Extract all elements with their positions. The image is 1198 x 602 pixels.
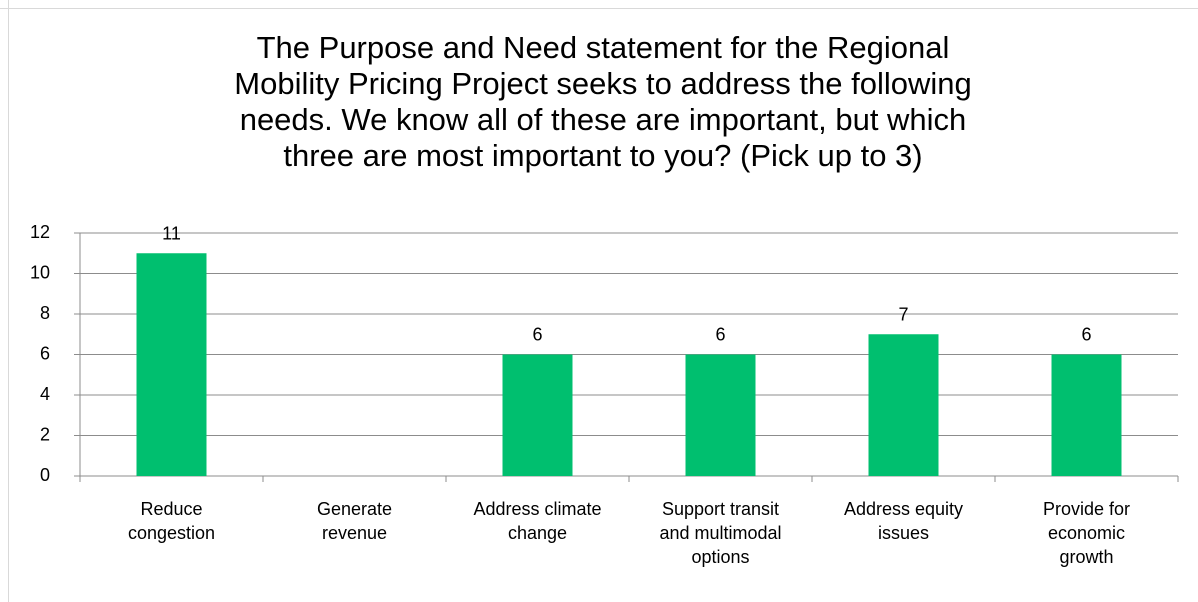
x-tick-label: Address equity issues: [844, 499, 963, 543]
data-label: 11: [162, 223, 181, 243]
data-label: 6: [1081, 325, 1091, 345]
y-tick-label: 12: [30, 222, 50, 242]
bar: [868, 334, 939, 476]
x-tick-label: Generate revenue: [317, 499, 392, 543]
bar: [1051, 354, 1122, 476]
y-tick-label: 10: [30, 262, 50, 282]
bar: [136, 253, 207, 476]
x-tick-label: Support transit and multimodal options: [659, 499, 781, 567]
x-tick-label: Reduce congestion: [128, 499, 215, 543]
y-tick-label: 6: [40, 343, 50, 363]
x-tick-label: Provide for economic growth: [1043, 499, 1130, 567]
bar: [502, 354, 573, 476]
data-label: 7: [898, 304, 908, 324]
x-tick-label: Address climate change: [473, 499, 601, 543]
bar: [685, 354, 756, 476]
data-label: 6: [715, 325, 725, 345]
y-tick-label: 8: [40, 303, 50, 323]
y-tick-label: 2: [40, 424, 50, 444]
y-tick-label: 0: [40, 465, 50, 485]
data-label: 6: [532, 325, 542, 345]
y-tick-label: 4: [40, 384, 50, 404]
chart-title: The Purpose and Need statement for the R…: [234, 30, 971, 173]
